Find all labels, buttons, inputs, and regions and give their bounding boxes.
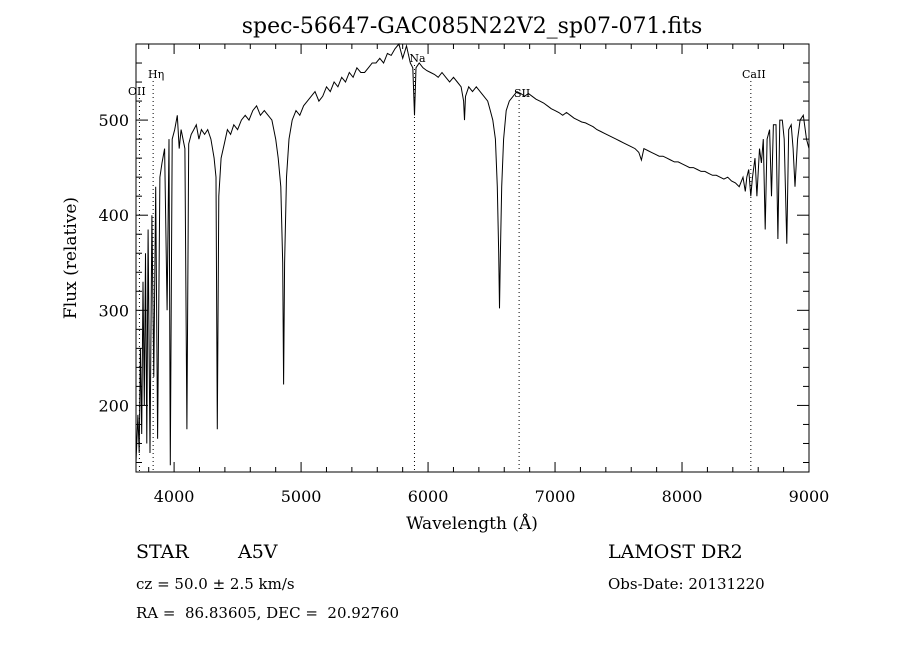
x-tick-label: 9000: [789, 487, 830, 506]
annotation-label: SII: [514, 87, 530, 100]
survey-name: LAMOST DR2: [608, 541, 743, 563]
annotation-label: Na: [409, 52, 426, 65]
object-class: STAR: [136, 541, 189, 563]
x-tick-label: 4000: [154, 487, 195, 506]
y-tick-label: 500: [98, 111, 129, 130]
annotation-label: OII: [128, 85, 146, 98]
y-tick-label: 200: [98, 396, 129, 415]
y-tick-label: 400: [98, 206, 129, 225]
annotation-label: CaII: [742, 68, 766, 81]
y-tick-label: 300: [98, 301, 129, 320]
coordinates: RA = 86.83605, DEC = 20.92760: [136, 604, 400, 622]
chart-title: spec-56647-GAC085N22V2_sp07-071.fits: [242, 14, 703, 39]
spectrum-line: [135, 42, 810, 466]
y-axis-label: Flux (relative): [61, 197, 81, 319]
plot-frame: [135, 43, 810, 473]
x-tick-label: 6000: [408, 487, 449, 506]
x-tick-label: 7000: [535, 487, 576, 506]
x-tick-label: 5000: [281, 487, 322, 506]
x-axis-label: Wavelength (Å): [406, 513, 538, 534]
annotation-label: Hη: [148, 68, 164, 81]
x-tick-label: 8000: [662, 487, 703, 506]
spectral-subclass: A5V: [238, 541, 278, 563]
redshift-cz: cz = 50.0 ± 2.5 km/s: [136, 575, 295, 593]
axis-ticks: 4000 5000 6000 7000 8000 9000 200 300 400 500: [98, 44, 829, 506]
observation-date: Obs-Date: 20131220: [608, 575, 765, 593]
